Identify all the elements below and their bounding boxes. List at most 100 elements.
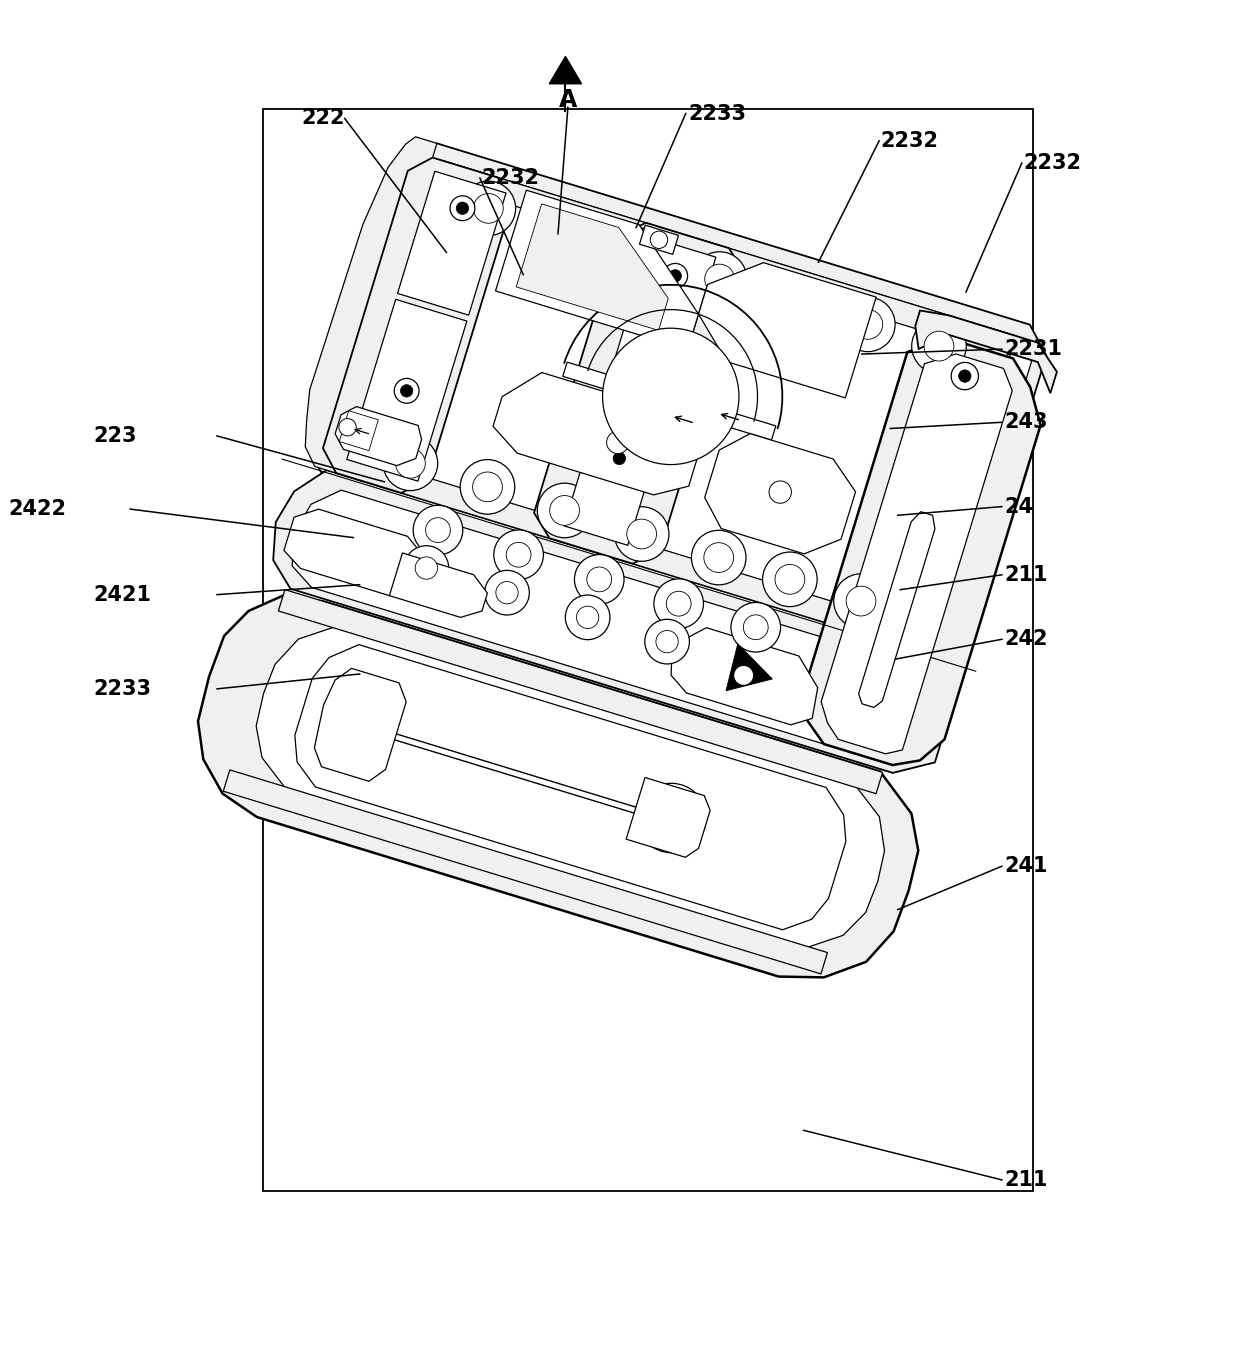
Circle shape [951,363,978,390]
Circle shape [603,328,739,465]
Circle shape [415,557,438,580]
Circle shape [846,586,875,616]
Circle shape [692,252,746,306]
Circle shape [730,603,780,652]
Text: 2232: 2232 [880,131,939,151]
Polygon shape [671,628,817,725]
Circle shape [841,297,895,352]
Polygon shape [295,644,846,930]
Polygon shape [725,644,773,690]
Circle shape [614,507,668,561]
Circle shape [339,418,356,435]
Circle shape [645,619,689,665]
Circle shape [781,287,811,318]
Text: 2421: 2421 [93,585,151,605]
Circle shape [613,453,625,465]
Circle shape [627,240,657,271]
Text: 243: 243 [1004,412,1048,433]
Polygon shape [257,625,884,949]
Circle shape [704,543,734,573]
Polygon shape [223,770,827,975]
Polygon shape [496,190,698,349]
Polygon shape [698,263,877,398]
Polygon shape [305,137,436,473]
Text: 211: 211 [1004,565,1048,585]
Circle shape [496,581,518,604]
Polygon shape [549,57,582,84]
Polygon shape [564,365,677,546]
Polygon shape [322,158,512,493]
Circle shape [606,446,631,470]
Circle shape [924,332,954,361]
Polygon shape [332,160,1032,651]
Text: 211: 211 [1004,1170,1048,1190]
Circle shape [577,607,599,628]
Circle shape [769,481,791,503]
Polygon shape [279,589,883,794]
Polygon shape [534,222,744,563]
Polygon shape [704,434,856,554]
Polygon shape [340,411,378,450]
Circle shape [775,565,805,594]
Text: 2233: 2233 [93,679,151,698]
Polygon shape [858,512,935,708]
Text: 2233: 2233 [688,104,746,124]
Circle shape [574,554,624,604]
Polygon shape [516,204,668,330]
Circle shape [456,202,469,214]
Circle shape [653,578,703,628]
Polygon shape [284,510,424,596]
Polygon shape [389,553,487,617]
Circle shape [485,570,529,615]
Circle shape [537,483,591,538]
Circle shape [425,518,450,542]
Circle shape [394,379,419,403]
Circle shape [460,460,515,514]
Circle shape [734,666,754,685]
Circle shape [450,195,475,221]
Polygon shape [563,363,776,441]
Circle shape [615,228,670,283]
Bar [263,109,1033,1192]
Circle shape [911,319,966,373]
Circle shape [396,449,425,479]
Circle shape [650,231,667,248]
Circle shape [833,574,888,628]
Text: 2232: 2232 [481,168,539,187]
Text: 222: 222 [301,108,345,128]
Polygon shape [315,669,407,782]
Circle shape [763,553,817,607]
Polygon shape [335,407,422,465]
Circle shape [587,568,611,592]
Circle shape [769,275,823,330]
Polygon shape [346,454,926,651]
Polygon shape [273,470,949,772]
Circle shape [637,783,707,853]
Text: 242: 242 [1004,630,1048,650]
Polygon shape [494,372,698,495]
Circle shape [959,369,971,383]
Text: A: A [559,88,577,112]
Polygon shape [293,491,921,759]
Polygon shape [821,355,1012,754]
Text: 223: 223 [93,426,136,446]
Text: 2422: 2422 [9,499,67,519]
Polygon shape [804,338,1040,766]
Polygon shape [626,778,711,857]
Circle shape [663,263,688,288]
Circle shape [549,496,579,526]
Circle shape [383,435,438,491]
Polygon shape [198,596,919,977]
Circle shape [656,631,678,652]
Circle shape [404,546,449,590]
Polygon shape [915,310,1056,394]
Circle shape [853,310,883,340]
Circle shape [461,181,516,236]
Circle shape [565,594,610,640]
Circle shape [626,519,656,549]
Circle shape [494,530,543,580]
Circle shape [472,472,502,501]
Circle shape [743,615,768,640]
Circle shape [551,217,580,247]
Text: 2231: 2231 [1004,340,1063,359]
